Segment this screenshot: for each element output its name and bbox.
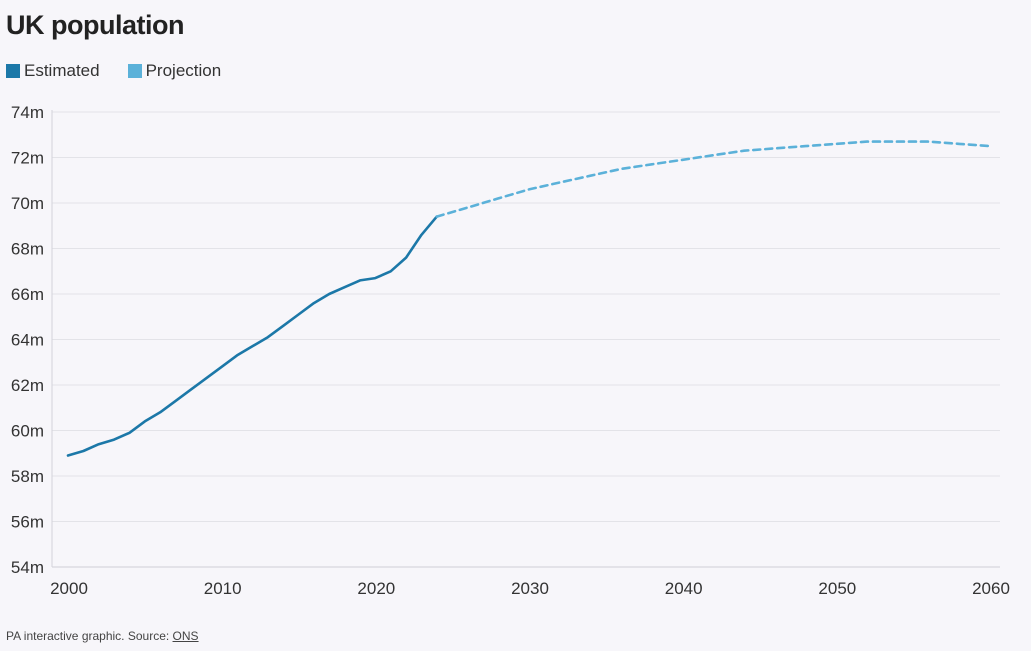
x-tick-label: 2030: [511, 579, 549, 598]
x-tick-label: 2010: [204, 579, 242, 598]
y-tick-label: 72m: [11, 149, 44, 168]
y-tick-label: 58m: [11, 467, 44, 486]
legend-label-estimated: Estimated: [24, 61, 100, 80]
chart-title: UK population: [6, 10, 184, 40]
y-tick-label: 56m: [11, 513, 44, 532]
y-tick-label: 64m: [11, 331, 44, 350]
legend-item-estimated: Estimated: [6, 61, 100, 81]
series-line-projection: [435, 140, 992, 218]
footer-credit: PA interactive graphic. Source: ONS: [6, 629, 199, 643]
chart-legend: Estimated Projection: [6, 61, 249, 81]
series-line-estimated: [66, 215, 439, 457]
legend-label-projection: Projection: [145, 61, 222, 80]
legend-swatch-projection: [127, 64, 142, 78]
y-tick-label: 54m: [11, 558, 44, 577]
y-tick-label: 68m: [11, 240, 44, 259]
footer-text: PA interactive graphic. Source:: [6, 629, 173, 643]
x-tick-label: 2040: [665, 579, 703, 598]
x-tick-label: 2020: [357, 579, 395, 598]
line-chart: 54m 56m 58m 60m 62m 64m 66m 68m 70m 72m 74m 2000 201…: [11, 103, 1010, 598]
legend-swatch-estimated: [6, 64, 20, 78]
y-tick-label: 60m: [11, 422, 44, 441]
legend-item-projection: Projection: [127, 61, 222, 81]
y-tick-label: 74m: [11, 103, 44, 122]
y-tick-label: 62m: [11, 376, 44, 395]
source-link[interactable]: ONS: [172, 629, 199, 643]
x-tick-label: 2000: [50, 579, 88, 598]
x-tick-label: 2050: [818, 579, 856, 598]
y-tick-label: 70m: [11, 194, 44, 213]
y-tick-label: 66m: [11, 285, 44, 304]
x-tick-label: 2060: [972, 579, 1010, 598]
